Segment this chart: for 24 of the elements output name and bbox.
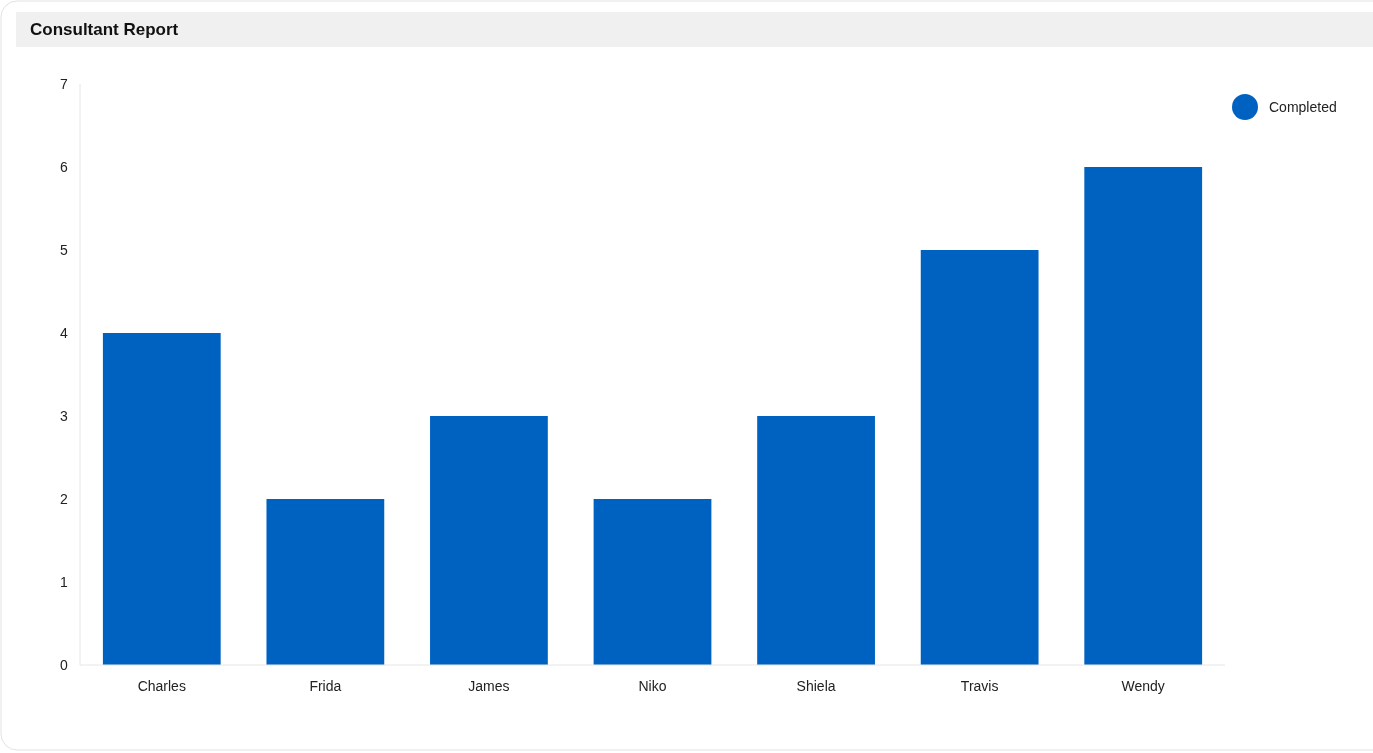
x-tick-label: Travis (960, 678, 999, 694)
x-tick-label: Niko (638, 678, 667, 694)
bar (430, 416, 548, 665)
x-tick-label: James (468, 678, 510, 694)
y-tick-label: 4 (60, 324, 69, 341)
x-tick-label: Charles (137, 678, 186, 694)
y-tick-label: 0 (60, 656, 69, 673)
y-tick-label: 1 (60, 573, 69, 590)
bar (593, 499, 712, 665)
bar (102, 333, 221, 665)
chart-title: Consultant Report (30, 20, 179, 39)
x-tick-label: Shiela (796, 678, 836, 694)
bar (1084, 167, 1203, 665)
x-tick-label: Frida (309, 678, 342, 694)
y-tick-label: 6 (60, 158, 69, 175)
y-tick-label: 5 (60, 241, 69, 258)
y-tick-label: 2 (60, 490, 69, 507)
legend-label: Completed (1269, 98, 1337, 115)
y-tick-label: 7 (60, 75, 69, 92)
bar (920, 250, 1039, 665)
bar (757, 416, 875, 665)
bar (266, 499, 385, 665)
y-tick-label: 3 (60, 407, 69, 424)
x-tick-label: Wendy (1121, 678, 1165, 694)
